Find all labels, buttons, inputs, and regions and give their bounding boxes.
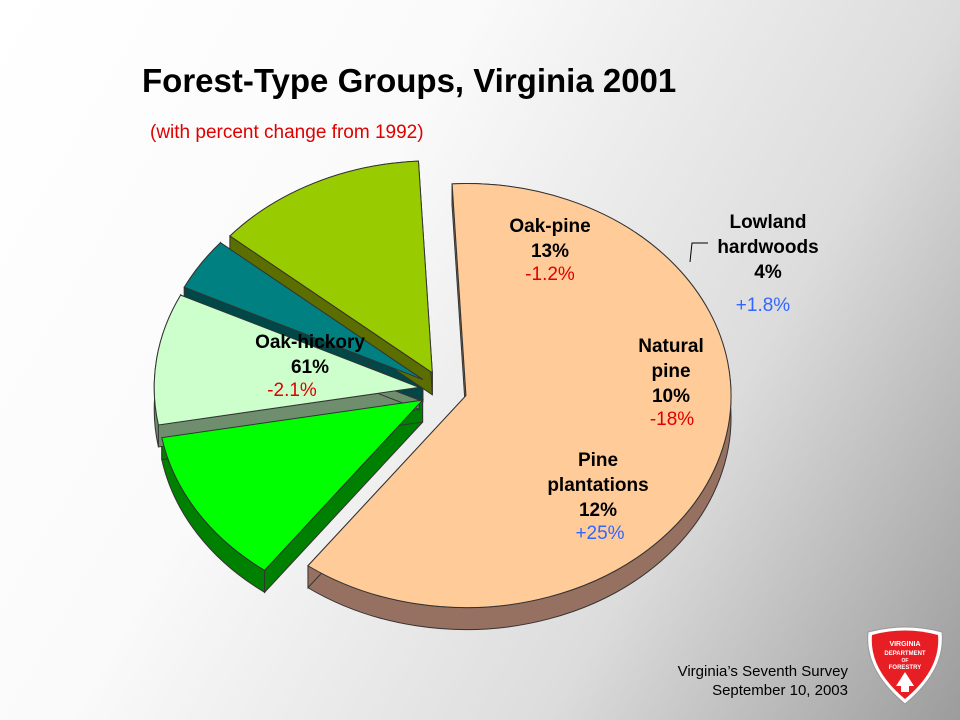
- label-pine-plantations: Pine plantations 12%+25%: [547, 450, 648, 544]
- pie-slice-natural-pine: [153, 294, 422, 426]
- logo-text-4: FORESTRY: [889, 665, 921, 671]
- label-value-natural-pine: 10%: [652, 386, 690, 407]
- label-name-lowland-hardwoods-1: hardwoods: [717, 237, 818, 258]
- label-change-lowland-hardwoods: +1.8%: [736, 295, 791, 316]
- label-change-pine-plantations: +25%: [575, 523, 624, 544]
- pie-slice-lowland-hardwoods: [183, 242, 424, 381]
- label-natural-pine: Natural pine 10%-18%: [638, 336, 703, 430]
- pie-slice-oak-pine: [229, 160, 433, 374]
- label-name-natural-pine-0: Natural: [638, 336, 703, 357]
- label-oak-pine: Oak-pine 13%-1.2%: [509, 216, 590, 285]
- leader-line-lowland-hardwoods: [689, 242, 708, 263]
- logo-text-3: OF: [902, 658, 909, 664]
- chart-subtitle: (with percent change from 1992): [150, 122, 424, 143]
- logo-text-1: VIRGINIA: [889, 641, 920, 648]
- label-oak-hickory: Oak-hickory 61%-2.1%: [255, 332, 365, 401]
- label-name-oak-pine-0: Oak-pine: [509, 216, 590, 237]
- label-name-oak-hickory-0: Oak-hickory: [255, 332, 365, 353]
- pie-slice-oak-hickory: [307, 183, 732, 608]
- label-change-natural-pine: -18%: [650, 409, 694, 430]
- label-value-oak-hickory: 61%: [291, 357, 329, 378]
- label-name-lowland-hardwoods-0: Lowland: [729, 212, 806, 233]
- label-change-oak-pine: -1.2%: [525, 264, 575, 285]
- chart-title: Forest-Type Groups, Virginia 2001: [142, 62, 677, 99]
- survey-name: Virginia’s Seventh Survey: [677, 663, 848, 680]
- footer-note: Virginia’s Seventh Survey September 10, …: [678, 662, 848, 700]
- label-value-oak-pine: 13%: [531, 241, 569, 262]
- label-name-pine-plantations-1: plantations: [547, 475, 648, 496]
- label-name-natural-pine-1: pine: [651, 361, 690, 382]
- label-name-pine-plantations-0: Pine: [578, 450, 618, 471]
- label-value-lowland-hardwoods: 4%: [754, 262, 782, 283]
- logo-text-2: DEPARTMENT: [884, 651, 926, 657]
- survey-date: September 10, 2003: [712, 682, 848, 699]
- label-change-oak-hickory: -2.1%: [267, 380, 317, 401]
- forestry-shield-logo: VIRGINIA DEPARTMENT OF FORESTRY: [867, 626, 943, 705]
- logo-shield: [871, 630, 939, 699]
- label-lowland-hardwoods: Lowland hardwoods 4% +1.8%: [717, 212, 818, 316]
- pie-slice-pine-plantations: [161, 399, 424, 571]
- tree-icon: [896, 672, 914, 692]
- label-value-pine-plantations: 12%: [579, 500, 617, 521]
